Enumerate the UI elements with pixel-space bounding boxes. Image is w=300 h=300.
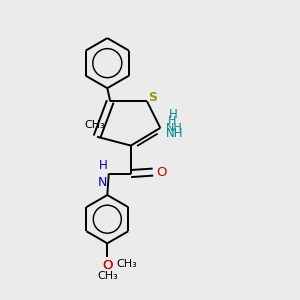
Text: O: O: [102, 259, 112, 272]
Text: CH₃: CH₃: [84, 120, 105, 130]
Text: O: O: [102, 259, 112, 272]
Text: S: S: [148, 92, 157, 104]
Text: O: O: [156, 166, 166, 178]
Text: NH: NH: [166, 123, 182, 133]
Text: H: H: [168, 116, 176, 126]
Text: N: N: [98, 176, 107, 189]
Text: NH: NH: [166, 127, 184, 140]
Text: CH₃: CH₃: [97, 271, 118, 281]
Text: CH₃: CH₃: [117, 259, 137, 269]
Text: H: H: [169, 108, 177, 121]
Text: H: H: [99, 159, 107, 172]
